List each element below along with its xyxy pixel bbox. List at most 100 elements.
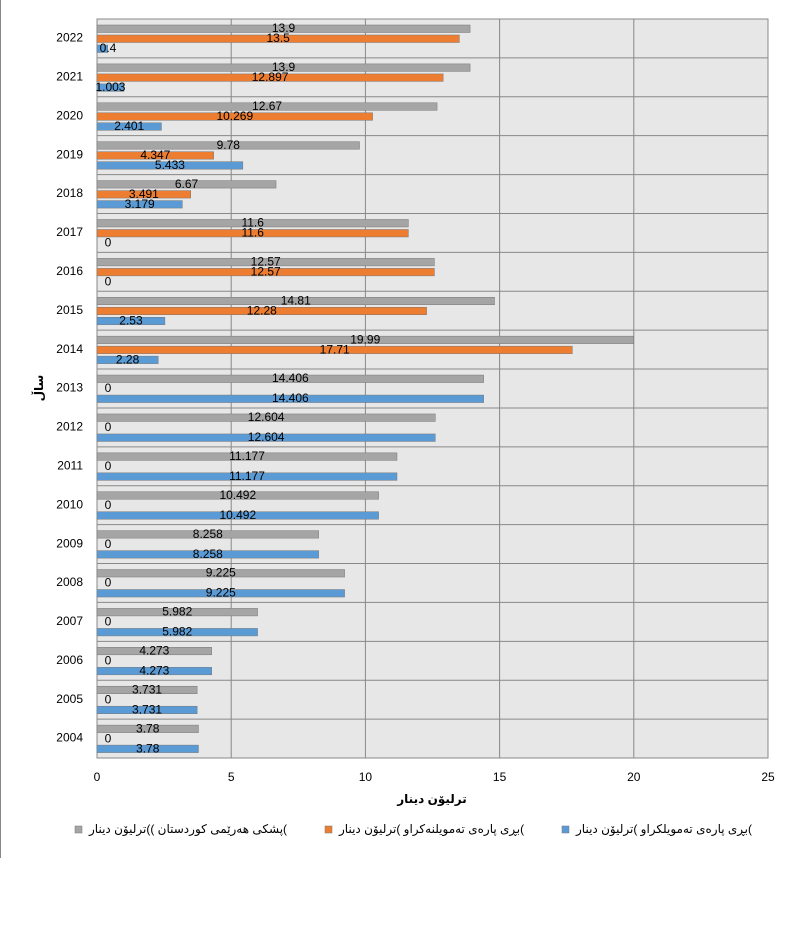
data-label: 0 (105, 236, 112, 250)
bar (96, 667, 212, 676)
bar (96, 63, 471, 72)
data-label: 0 (105, 615, 112, 629)
bar (96, 589, 345, 598)
y-tick-label: 2004 (56, 731, 83, 745)
bar (96, 141, 360, 150)
bar (96, 647, 212, 656)
data-label: 5.982 (162, 605, 192, 619)
data-label: 4.273 (139, 643, 169, 657)
data-label: 11.177 (229, 449, 265, 463)
bar (96, 530, 319, 539)
bar (96, 550, 319, 559)
bar (96, 180, 277, 189)
data-label: 3.78 (136, 721, 160, 735)
bar (96, 307, 427, 316)
legend-marker (561, 825, 570, 834)
bar (96, 122, 162, 131)
data-label: 3.731 (132, 682, 162, 696)
data-label: 14.406 (272, 391, 309, 405)
data-label: 8.258 (193, 547, 223, 561)
data-label: 14.81 (281, 293, 311, 307)
data-label: 12.57 (251, 265, 281, 279)
data-label: 17.71 (320, 342, 350, 356)
bar (96, 34, 460, 43)
bar (96, 317, 166, 326)
bar (96, 161, 244, 170)
y-tick-label: 2009 (56, 536, 83, 550)
data-label: 19.99 (350, 332, 380, 346)
data-label: 0 (105, 459, 112, 473)
data-label: 11.177 (229, 469, 265, 483)
x-tick-label: 15 (493, 770, 507, 784)
data-label: 3.491 (129, 187, 159, 201)
data-label: 11.6 (241, 226, 264, 240)
bar (96, 268, 435, 277)
data-label: 1.003 (95, 80, 125, 94)
legend-label: پشکی هەرێمی کوردستان ))ترلیۆن دینار( (88, 822, 287, 837)
bar (96, 511, 379, 520)
bar (96, 394, 484, 403)
y-tick-label: 2011 (57, 458, 83, 472)
y-tick-label: 2018 (56, 186, 83, 200)
data-label: 2.28 (116, 352, 140, 366)
x-tick-label: 25 (761, 770, 775, 784)
x-axis-title: ترلیۆن دینار (396, 792, 466, 807)
bar (96, 413, 436, 422)
y-tick-label: 2007 (56, 614, 83, 628)
bar (96, 744, 199, 753)
x-tick-label: 10 (359, 770, 373, 784)
bar (96, 608, 258, 617)
data-label: 8.258 (193, 527, 223, 541)
y-tick-label: 2013 (56, 381, 83, 395)
x-tick-label: 5 (228, 770, 235, 784)
bar (96, 73, 444, 82)
data-label: 12.57 (251, 255, 281, 269)
data-label: 2.53 (119, 313, 143, 327)
legend-label: بڕی پارەی تەمویلکراو )ترلیۆن دینار( (575, 822, 752, 837)
data-label: 3.731 (132, 702, 162, 716)
y-tick-label: 2005 (56, 692, 83, 706)
bar (96, 685, 198, 694)
data-label: 3.78 (136, 741, 160, 755)
data-label: 13.5 (266, 31, 290, 45)
bar (96, 83, 125, 92)
bar (96, 724, 199, 733)
y-tick-label: 2015 (56, 303, 83, 317)
y-tick-label: 2022 (56, 31, 83, 45)
y-tick-label: 2014 (56, 342, 83, 356)
data-label: 10.492 (219, 508, 256, 522)
bar (96, 628, 258, 637)
bar (96, 355, 159, 364)
data-label: 4.273 (139, 663, 169, 677)
bar (96, 335, 634, 344)
bar (96, 345, 573, 354)
bar (96, 200, 183, 209)
data-label: 9.225 (206, 586, 236, 600)
data-label: 0.4 (100, 41, 117, 55)
bar (96, 569, 345, 578)
bar (96, 190, 191, 199)
bar (96, 705, 198, 714)
y-tick-label: 2020 (56, 108, 83, 122)
y-tick-label: 2010 (56, 497, 83, 511)
y-tick-label: 2012 (56, 420, 83, 434)
legend-marker (324, 825, 333, 834)
data-label: 14.406 (272, 371, 309, 385)
data-label: 12.28 (247, 303, 277, 317)
data-label: 6.67 (175, 177, 199, 191)
data-label: 10.492 (219, 488, 256, 502)
bar (96, 102, 438, 111)
bar (96, 297, 495, 306)
data-label: 10.269 (216, 109, 253, 123)
y-tick-label: 2016 (56, 264, 83, 278)
y-tick-label: 2017 (56, 225, 83, 239)
bar (96, 433, 436, 442)
data-label: 2.401 (114, 119, 144, 133)
data-label: 5.433 (155, 158, 185, 172)
x-tick-label: 20 (627, 770, 641, 784)
y-tick-label: 2008 (56, 575, 83, 589)
bar (96, 219, 409, 228)
data-label: 9.78 (217, 138, 241, 152)
data-label: 0 (105, 537, 112, 551)
